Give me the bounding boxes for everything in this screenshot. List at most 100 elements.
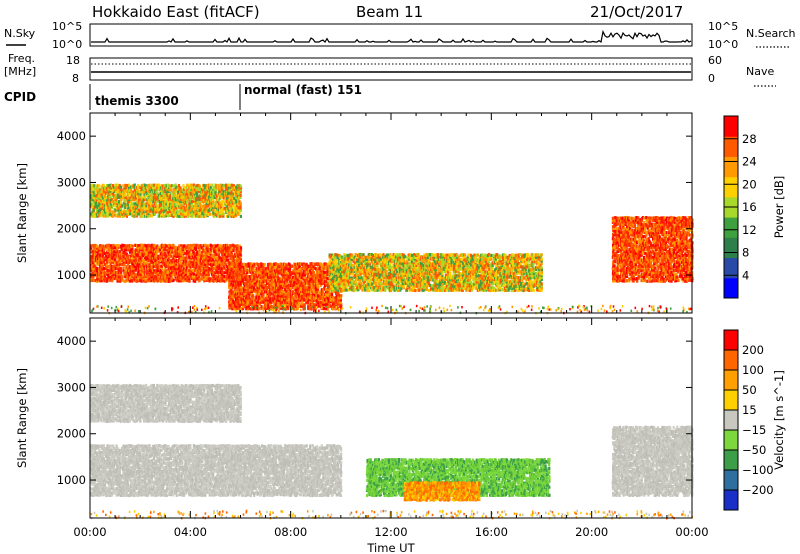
data-cell — [288, 285, 291, 289]
data-cell — [175, 259, 178, 263]
data-cell — [251, 298, 254, 302]
data-cell — [393, 286, 396, 290]
data-cell — [118, 256, 121, 260]
data-cell — [91, 270, 94, 274]
data-cell — [126, 277, 129, 281]
data-cell — [402, 257, 405, 261]
data-cell — [160, 264, 163, 268]
data-cell — [287, 268, 290, 272]
data-cell — [238, 244, 241, 248]
data-cell — [385, 277, 388, 281]
data-cell — [248, 298, 251, 302]
data-cell — [410, 257, 413, 261]
data-cell — [109, 245, 112, 250]
data-cell — [326, 302, 329, 306]
data-cell — [102, 258, 105, 262]
data-cell — [144, 267, 147, 271]
data-cell — [262, 292, 265, 296]
data-cell — [325, 287, 328, 292]
data-cell — [103, 271, 106, 275]
data-cell — [306, 296, 309, 301]
data-cell — [144, 277, 147, 281]
data-cell — [340, 303, 343, 307]
data-cell — [169, 266, 173, 270]
data-cell — [363, 283, 367, 288]
data-cell — [213, 254, 216, 258]
data-cell — [427, 278, 430, 282]
data-cell — [186, 262, 189, 267]
data-cell — [339, 267, 342, 271]
data-cell — [157, 276, 160, 281]
data-cell — [386, 260, 389, 264]
data-cell — [372, 282, 375, 286]
data-cell — [352, 255, 355, 259]
data-cell — [268, 267, 271, 271]
data-cell — [387, 280, 390, 284]
data-cell — [274, 302, 277, 307]
data-cell — [136, 245, 139, 250]
data-cell — [249, 302, 253, 306]
data-cell — [229, 265, 232, 269]
data-cell — [402, 266, 405, 270]
data-cell — [326, 296, 329, 300]
data-cell — [335, 282, 338, 286]
data-cell — [222, 271, 225, 275]
data-cell — [98, 277, 101, 281]
data-cell — [336, 306, 339, 310]
data-cell — [175, 246, 178, 250]
data-cell — [108, 258, 111, 262]
data-cell — [269, 298, 272, 302]
data-cell — [393, 253, 396, 257]
data-cell — [391, 255, 394, 259]
data-cell — [305, 271, 309, 275]
data-cell — [109, 271, 112, 275]
data-cell — [163, 269, 166, 273]
data-cell — [390, 284, 393, 288]
data-cell — [180, 277, 183, 281]
data-cell — [426, 274, 429, 278]
data-cell — [262, 270, 265, 274]
data-cell — [158, 266, 161, 270]
data-cell — [322, 275, 325, 279]
data-cell — [376, 273, 379, 277]
data-cell — [119, 279, 122, 283]
data-cell — [262, 285, 265, 289]
data-cell — [307, 269, 310, 273]
data-cell — [354, 253, 357, 257]
data-cell — [391, 257, 394, 261]
data-cell — [335, 301, 338, 305]
data-cell — [345, 257, 348, 262]
data-cell — [100, 272, 103, 276]
data-cell — [308, 282, 311, 286]
data-cell — [229, 296, 232, 300]
cpid-segment-themis: themis 3300 — [95, 94, 179, 108]
data-cell — [127, 272, 130, 277]
data-cell — [356, 268, 360, 272]
data-cell — [280, 273, 283, 277]
data-cell — [368, 262, 371, 266]
data-cell — [364, 272, 367, 276]
data-cell — [372, 267, 375, 271]
data-cell — [320, 282, 323, 286]
data-cell — [236, 246, 239, 250]
data-cell — [148, 276, 151, 280]
data-cell — [161, 250, 164, 254]
data-cell — [346, 267, 349, 271]
data-cell — [122, 260, 125, 264]
data-cell — [381, 262, 384, 266]
data-cell — [281, 294, 284, 298]
data-cell — [154, 244, 157, 248]
data-cell — [335, 291, 338, 296]
nave-tick-bottom: 0 — [708, 72, 715, 85]
data-cell — [193, 254, 196, 258]
data-cell — [270, 285, 273, 289]
data-cell — [252, 264, 255, 268]
data-cell — [280, 262, 283, 266]
data-cell — [276, 290, 279, 294]
data-cell — [159, 279, 162, 283]
data-cell — [233, 246, 236, 250]
data-cell — [181, 248, 184, 252]
data-cell — [144, 250, 148, 254]
data-cell — [428, 288, 431, 293]
